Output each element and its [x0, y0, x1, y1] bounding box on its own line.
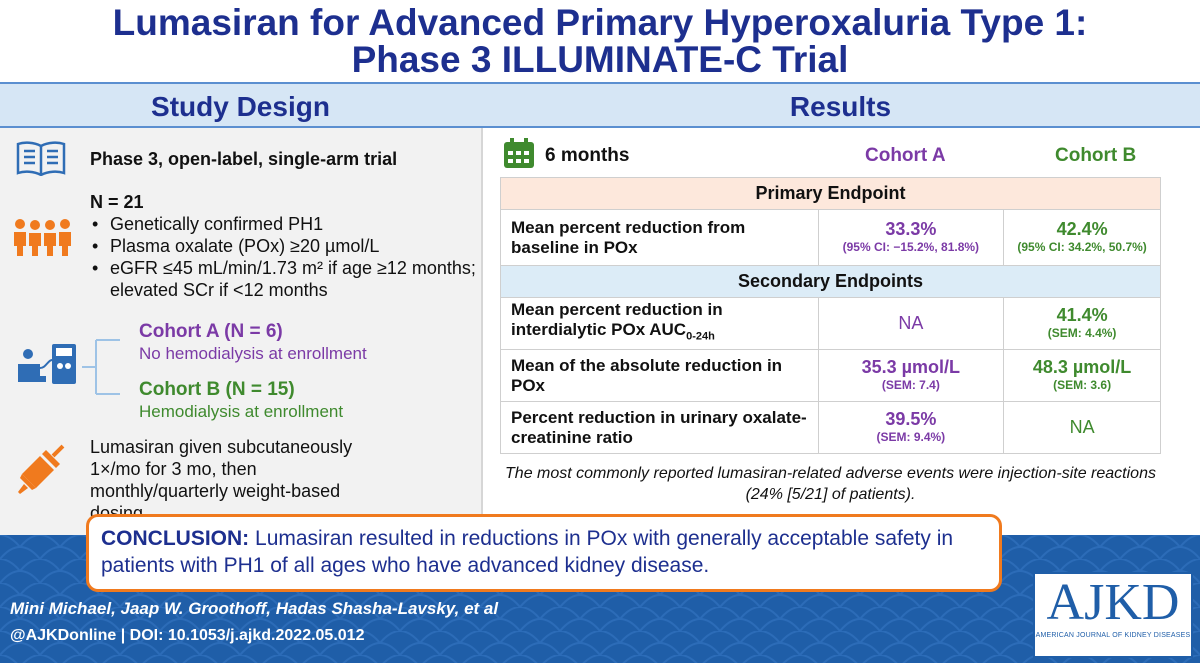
ajkd-logo: AJKD AMERICAN JOURNAL OF KIDNEY DISEASES: [1033, 572, 1193, 658]
cohort-a-value: 33.3%: [885, 218, 937, 239]
criteria-item: Genetically confirmed PH1: [90, 213, 480, 235]
study-design-panel: [0, 128, 481, 535]
table-row: Mean percent reduction from baseline in …: [500, 209, 1161, 266]
conclusion-label: CONCLUSION:: [101, 527, 250, 550]
cohort-b-sem: (SEM: 4.4%): [1047, 325, 1117, 340]
table-row: Mean percent reduction in interdialytic …: [500, 297, 1161, 350]
adverse-events-note: The most commonly reported lumasiran-rel…: [505, 465, 1156, 503]
table-row: Mean of the absolute reduction in POx 35…: [500, 349, 1161, 402]
cohort-a-cell: 39.5% (SEM: 9.4%): [817, 401, 1005, 454]
secondary-endpoints-header: Secondary Endpoints: [500, 265, 1161, 298]
cohort-a-column-header: Cohort A: [865, 145, 946, 166]
cohort-bracket: [82, 339, 120, 395]
cohort-b-ci: (95% CI: 34.2%, 50.7%): [1017, 239, 1147, 254]
cohort-b-cell: 48.3 µmol/L (SEM: 3.6): [1003, 349, 1161, 402]
people-icon: [14, 219, 71, 256]
cohort-b-title: Cohort B (N = 15): [139, 379, 295, 400]
secondary-endpoints-header-row: Secondary Endpoints: [500, 265, 1161, 298]
calendar-icon: [504, 138, 534, 168]
cohort-a-sem: (SEM: 9.4%): [876, 429, 946, 444]
results-header: Results: [481, 82, 1200, 128]
conclusion-text: Lumasiran resulted in reductions in POx …: [101, 527, 954, 577]
cohort-b-value: 48.3 µmol/L: [1032, 356, 1132, 377]
inclusion-criteria-list: Genetically confirmed PH1 Plasma oxalate…: [90, 213, 480, 301]
logo-main-text: AJKD: [1046, 574, 1180, 631]
cohort-a-description: No hemodialysis at enrollment: [139, 344, 367, 363]
study-design-header: Study Design: [0, 82, 481, 128]
cohort-a-value: 35.3 µmol/L: [861, 356, 961, 377]
page-title: Lumasiran for Advanced Primary Hyperoxal…: [0, 0, 1200, 80]
criteria-item: Plasma oxalate (POx) ≥20 µmol/L: [90, 235, 480, 257]
criteria-item: eGFR ≤45 mL/min/1.73 m² if age ≥12 month…: [90, 257, 480, 301]
cohort-b-column-header: Cohort B: [1055, 145, 1137, 166]
cohort-a-cell: 33.3% (95% CI: −15.2%, 81.8%): [817, 209, 1005, 266]
logo-sub-text: AMERICAN JOURNAL OF KIDNEY DISEASES: [1035, 632, 1191, 639]
cohort-b-value: 42.4%: [1056, 218, 1108, 239]
row-label-text: Mean percent reduction in interdialytic …: [511, 300, 723, 340]
title-line-1: Lumasiran for Advanced Primary Hyperoxal…: [112, 2, 1088, 43]
results-table: Primary Endpoint Mean percent reduction …: [500, 177, 1161, 454]
cohort-b-cell: NA: [1003, 401, 1161, 454]
row-label: Percent reduction in urinary oxalate-cre…: [500, 401, 819, 454]
book-icon: [16, 141, 66, 176]
timepoint-label: 6 months: [545, 145, 630, 166]
cohort-a-ci: (95% CI: −15.2%, 81.8%): [842, 239, 980, 254]
cohort-a-title: Cohort A (N = 6): [139, 321, 283, 342]
cohort-b-value: 41.4%: [1056, 304, 1108, 325]
row-label-subscript: 0-24h: [686, 330, 715, 343]
cohort-a-sem: (SEM: 7.4): [881, 377, 940, 392]
trial-type: Phase 3, open-label, single-arm trial: [90, 149, 398, 169]
cohort-a-cell: 35.3 µmol/L (SEM: 7.4): [817, 349, 1005, 402]
cohort-a-value: 39.5%: [885, 408, 937, 429]
row-label: Mean percent reduction from baseline in …: [500, 209, 819, 266]
syringe-icon: [18, 444, 65, 494]
dialysis-patient-icon: [18, 344, 76, 384]
cohort-a-value: NA: [898, 312, 924, 333]
primary-endpoint-header-row: Primary Endpoint: [500, 177, 1161, 210]
conclusion-box: CONCLUSION: Lumasiran resulted in reduct…: [86, 514, 1002, 592]
cohort-b-description: Hemodialysis at enrollment: [139, 402, 344, 421]
cohort-b-cell: 42.4% (95% CI: 34.2%, 50.7%): [1003, 209, 1161, 266]
cohort-a-cell: NA: [817, 297, 1005, 350]
table-row: Percent reduction in urinary oxalate-cre…: [500, 401, 1161, 454]
n-count: N = 21: [90, 192, 144, 212]
cohort-b-value: NA: [1069, 416, 1095, 437]
cohort-b-sem: (SEM: 3.6): [1053, 377, 1112, 392]
title-line-2: Phase 3 ILLUMINATE-C Trial: [351, 39, 849, 80]
doi-link[interactable]: @AJKDonline | DOI: 10.1053/j.ajkd.2022.0…: [10, 627, 365, 644]
primary-endpoint-header: Primary Endpoint: [500, 177, 1161, 210]
authors: Mini Michael, Jaap W. Groothoff, Hadas S…: [10, 599, 499, 618]
row-label: Mean percent reduction in interdialytic …: [500, 297, 819, 350]
row-label: Mean of the absolute reduction in POx: [500, 349, 819, 402]
cohort-b-cell: 41.4% (SEM: 4.4%): [1003, 297, 1161, 350]
dosing-description: Lumasiran given subcutaneously 1×/mo for…: [90, 437, 353, 523]
